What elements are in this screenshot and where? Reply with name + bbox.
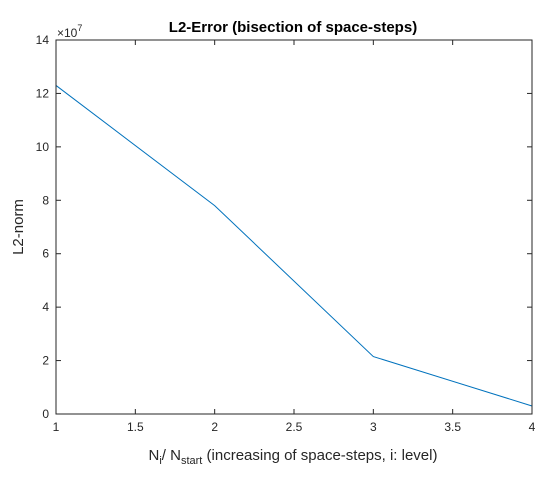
y-tick-label: 4 [42, 300, 49, 314]
x-axis-label-part: N [149, 447, 160, 464]
x-tick-label: 2.5 [286, 420, 303, 434]
x-axis-label-part: start [181, 455, 202, 467]
y-exponent-base: ×10 [57, 26, 78, 40]
svg-text:×107: ×107 [57, 23, 82, 40]
x-tick-label: 4 [529, 420, 536, 434]
y-tick-label: 12 [36, 86, 50, 100]
y-tick-label: 8 [42, 193, 49, 207]
x-tick-label: 1 [53, 420, 60, 434]
y-axis-exponent: ×107 [57, 23, 82, 40]
y-tick-label: 2 [42, 354, 49, 368]
x-axis-label-part: (increasing of space-steps, i: level) [202, 447, 437, 464]
x-tick-label: 3 [370, 420, 377, 434]
x-tick-label: 2 [211, 420, 218, 434]
x-tick-label: 3.5 [444, 420, 461, 434]
y-tick-label: 14 [36, 33, 50, 47]
x-axis-label-part: / N [162, 447, 181, 464]
plot-area [56, 40, 532, 414]
y-tick-label: 6 [42, 247, 49, 261]
y-tick-label: 10 [36, 140, 50, 154]
y-exponent-power: 7 [77, 23, 82, 33]
x-tick-label: 1.5 [127, 420, 144, 434]
x-axis-label-part: i [159, 455, 161, 467]
chart-title: L2-Error (bisection of space-steps) [169, 19, 417, 36]
x-axis-label: Ni/ Nstart (increasing of space-steps, i… [149, 447, 438, 467]
axes-box [55, 39, 533, 415]
y-tick-label: 0 [42, 407, 49, 421]
y-axis-ticks: 0 2 4 6 8 10 12 14 [36, 33, 532, 421]
series-layer [55, 85, 533, 407]
y-axis-label: L2-norm [10, 199, 27, 255]
series-line-0 [55, 85, 533, 407]
